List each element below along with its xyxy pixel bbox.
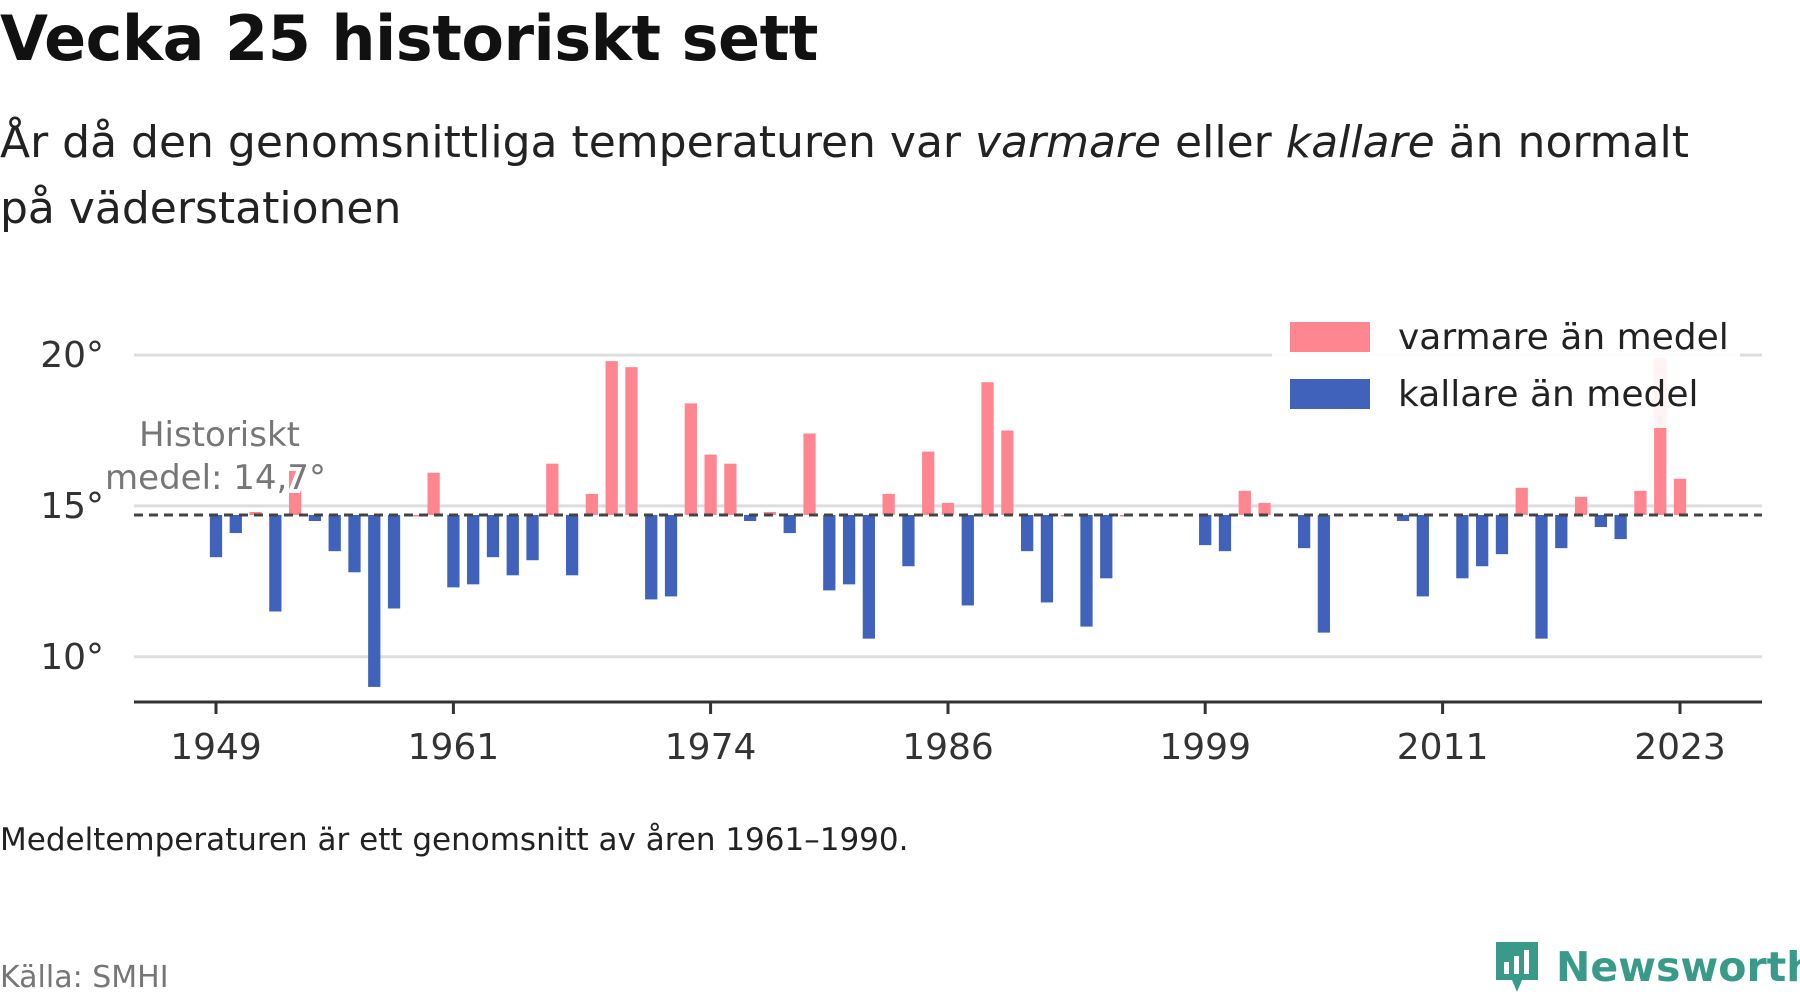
bar-1979 xyxy=(803,433,816,515)
bar-1989 xyxy=(1001,430,1014,515)
bar-1951 xyxy=(249,511,262,515)
bar-1977 xyxy=(763,511,777,515)
subtitle-warm-word: varmare xyxy=(974,117,1162,168)
mean-label: Historiskt medel: 14,7° xyxy=(101,411,330,502)
bar-1964 xyxy=(506,514,519,576)
bar-2004 xyxy=(1297,514,1311,549)
bar-1968 xyxy=(585,493,599,515)
bar-2012 xyxy=(1456,514,1469,579)
bar-1991 xyxy=(1040,514,1054,603)
y-tick-label: 10° xyxy=(40,637,104,678)
bar-1993 xyxy=(1080,514,1093,627)
bar-2020 xyxy=(1614,514,1627,540)
brand-logo: Newsworthy xyxy=(1492,938,1800,996)
bar-2013 xyxy=(1476,514,1489,567)
bar-2018 xyxy=(1574,496,1588,515)
bar-1956 xyxy=(348,514,361,573)
bar-2017 xyxy=(1555,514,1568,549)
bar-1980 xyxy=(823,514,836,591)
bar-1959 xyxy=(407,514,420,517)
bar-2009 xyxy=(1396,514,1410,521)
brand-name: Newsworthy xyxy=(1556,943,1800,991)
bar-1961 xyxy=(447,514,460,588)
subtitle-pre: År då den genomsnittliga temperaturen va… xyxy=(0,117,975,168)
bar-1994 xyxy=(1100,514,1113,579)
bar-2000 xyxy=(1218,514,1232,552)
bar-1970 xyxy=(625,367,638,515)
bar-1976 xyxy=(744,514,757,521)
bar-2010 xyxy=(1416,514,1429,597)
bar-1950 xyxy=(229,514,242,534)
bar-2005 xyxy=(1317,514,1331,633)
legend-swatch-warm xyxy=(1290,322,1370,352)
legend-label-cold: kallare än medel xyxy=(1398,374,1698,415)
y-tick-label: 20° xyxy=(40,335,104,376)
mean-label-line1: Historiskt xyxy=(139,415,300,455)
bar-1960 xyxy=(427,472,440,515)
x-tick-label: 1974 xyxy=(665,727,757,768)
bar-1949 xyxy=(209,514,223,558)
bar-1957 xyxy=(368,514,381,687)
bars xyxy=(209,358,1687,687)
x-axis-ticks: 1949 1961 1974 1986 1999 2011 2023 xyxy=(170,702,1726,768)
bar-1982 xyxy=(862,514,875,639)
bar-1962 xyxy=(467,514,480,585)
x-tick-label: 2011 xyxy=(1397,727,1489,768)
bar-1963 xyxy=(486,514,500,558)
x-tick-label: 1999 xyxy=(1159,727,1251,768)
bar-1971 xyxy=(645,514,658,600)
bar-2016 xyxy=(1535,514,1548,639)
chart-subtitle: År då den genomsnittliga temperaturen va… xyxy=(0,110,1720,242)
newsworthy-icon xyxy=(1496,942,1538,992)
legend-label-warm: varmare än medel xyxy=(1398,317,1729,358)
bar-1952 xyxy=(269,514,282,612)
bar-1974 xyxy=(704,454,717,515)
bar-2021 xyxy=(1634,490,1647,515)
bar-1985 xyxy=(922,451,935,515)
bar-1953 xyxy=(289,460,302,515)
legend-swatch-cold xyxy=(1290,379,1370,409)
legend: varmare än medel kallare än medel xyxy=(1272,308,1740,428)
bar-2023 xyxy=(1673,478,1687,515)
bar-1988 xyxy=(981,382,994,515)
bar-1981 xyxy=(842,514,856,585)
bar-1969 xyxy=(605,361,618,515)
bar-2002 xyxy=(1258,502,1271,515)
bar-1972 xyxy=(664,514,678,597)
bar-1987 xyxy=(961,514,974,606)
bar-1965 xyxy=(526,514,539,561)
bar-2019 xyxy=(1594,514,1607,528)
bar-chart: 10°15°20° Historiskt medel: 14,7° 1949 19… xyxy=(40,308,1762,768)
bar-1983 xyxy=(882,493,895,515)
x-tick-label: 1961 xyxy=(408,727,500,768)
bar-1966 xyxy=(546,463,559,515)
bar-1999 xyxy=(1199,514,1212,546)
bar-1975 xyxy=(724,463,737,515)
bar-2015 xyxy=(1515,487,1528,515)
bar-2014 xyxy=(1495,514,1509,555)
subtitle-cold-word: kallare xyxy=(1285,117,1435,168)
bar-1973 xyxy=(684,403,697,515)
y-tick-label: 15° xyxy=(40,486,104,527)
bar-1990 xyxy=(1021,514,1034,552)
bar-1984 xyxy=(902,514,915,567)
footnote: Medeltemperaturen är ett genomsnitt av å… xyxy=(0,822,909,858)
bar-1986 xyxy=(941,502,955,515)
y-axis-labels: 10° 15° 20° xyxy=(40,335,104,678)
bar-1954 xyxy=(308,514,322,521)
bar-1958 xyxy=(387,514,401,609)
bar-1955 xyxy=(328,514,341,552)
bar-1978 xyxy=(783,514,796,534)
subtitle-post: än normalt på väderstationen xyxy=(0,117,1689,234)
x-tick-label: 1949 xyxy=(170,727,262,768)
x-tick-label: 1986 xyxy=(902,727,994,768)
mean-label-line2: medel: 14,7° xyxy=(105,458,326,498)
source-credit: Källa: SMHI xyxy=(0,960,169,995)
bar-1967 xyxy=(565,514,579,576)
x-tick-label: 2023 xyxy=(1634,727,1726,768)
bar-2001 xyxy=(1238,490,1251,515)
chart-title: Vecka 25 historiskt sett xyxy=(0,2,818,75)
subtitle-mid: eller xyxy=(1161,117,1286,168)
